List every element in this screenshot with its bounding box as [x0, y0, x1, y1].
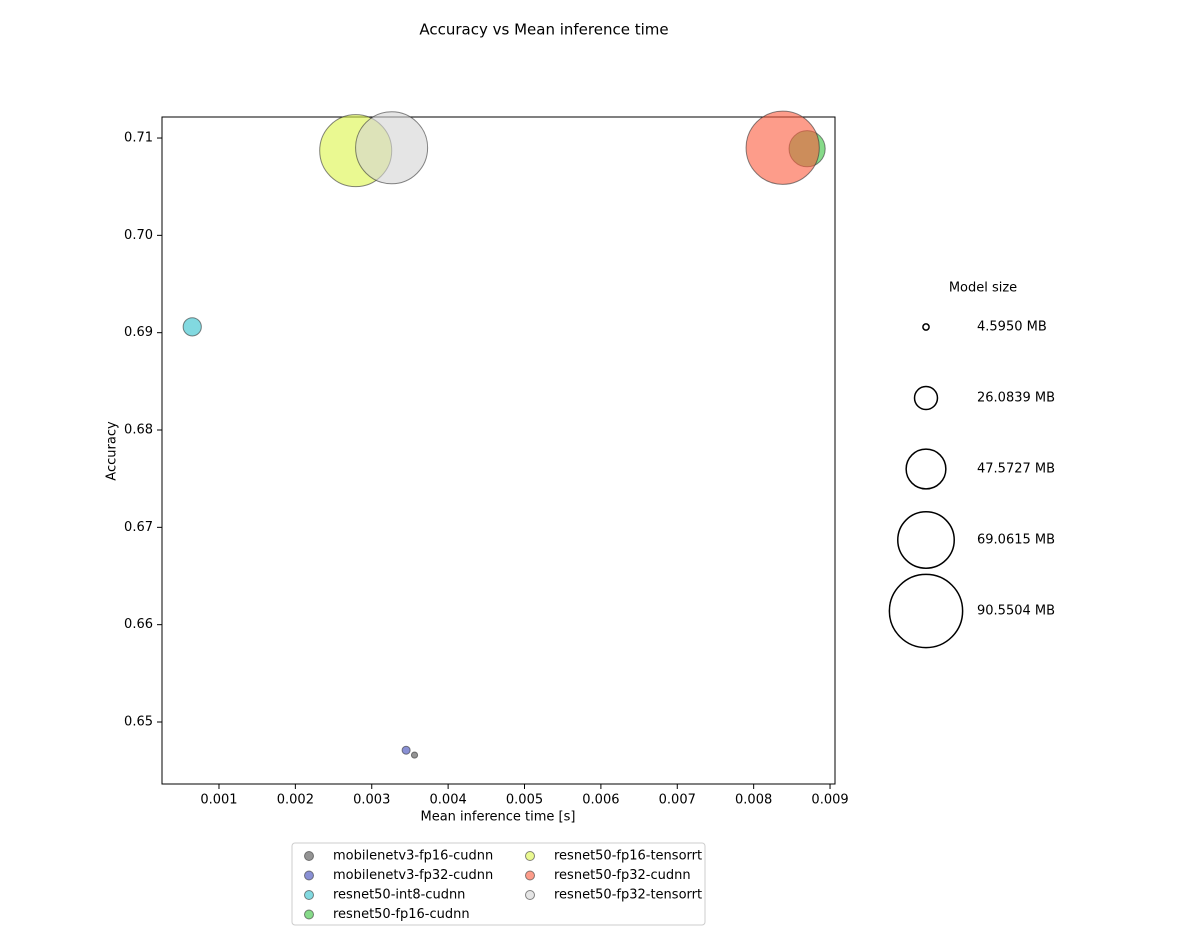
y-tick-label: 0.69 [124, 325, 153, 340]
legend-marker [304, 890, 314, 900]
x-tick-label: 0.004 [430, 793, 467, 808]
x-axis-label: Mean inference time [s] [421, 810, 576, 825]
legend-label: mobilenetv3-fp16-cudnn [333, 849, 493, 864]
legend-box [291, 842, 706, 926]
x-tick-label: 0.001 [200, 793, 237, 808]
size-legend-title: Model size [949, 281, 1017, 296]
size-legend-label: 69.0615 MB [977, 533, 1055, 548]
x-tick-label: 0.005 [506, 793, 543, 808]
bubble [745, 110, 820, 185]
bubble [401, 745, 411, 755]
bubble [410, 751, 419, 759]
size-legend-marker [922, 323, 930, 331]
size-legend-marker [897, 511, 955, 569]
legend-label: resnet50-fp32-tensorrt [554, 888, 702, 903]
size-legend-label: 90.5504 MB [977, 604, 1055, 619]
size-legend-label: 4.5950 MB [977, 320, 1047, 335]
legend-label: resnet50-fp16-cudnn [333, 907, 470, 922]
legend-marker [304, 909, 314, 920]
legend-marker [525, 851, 535, 861]
x-tick-label: 0.006 [582, 793, 619, 808]
legend-label: resnet50-fp16-tensorrt [554, 849, 702, 864]
size-legend-marker [905, 448, 947, 490]
size-legend-marker [913, 385, 939, 411]
legend-marker [525, 870, 535, 881]
x-tick-label: 0.003 [353, 793, 390, 808]
size-legend-label: 47.5727 MB [977, 462, 1055, 477]
legend-label: resnet50-int8-cudnn [333, 888, 465, 903]
x-tick-label: 0.002 [277, 793, 314, 808]
y-tick-label: 0.67 [124, 520, 153, 535]
x-tick-label: 0.007 [659, 793, 696, 808]
y-tick-label: 0.68 [124, 423, 153, 438]
legend-marker [304, 870, 314, 881]
x-tick-label: 0.008 [735, 793, 772, 808]
size-legend-marker [888, 573, 964, 649]
y-tick-label: 0.70 [124, 228, 153, 243]
legend-label: resnet50-fp32-cudnn [554, 868, 691, 883]
legend-label: mobilenetv3-fp32-cudnn [333, 868, 493, 883]
y-tick-label: 0.65 [124, 715, 153, 730]
plot-frame [161, 116, 836, 785]
size-legend-label: 26.0839 MB [977, 391, 1055, 406]
y-axis-label: Accuracy [105, 421, 120, 481]
x-tick-label: 0.009 [811, 793, 848, 808]
bubble [182, 317, 202, 337]
bubble [355, 111, 429, 185]
legend-marker [525, 890, 535, 900]
legend-marker [304, 851, 314, 861]
y-tick-label: 0.71 [124, 131, 153, 146]
y-tick-label: 0.66 [124, 617, 153, 632]
chart-title: Accuracy vs Mean inference time [419, 21, 668, 39]
